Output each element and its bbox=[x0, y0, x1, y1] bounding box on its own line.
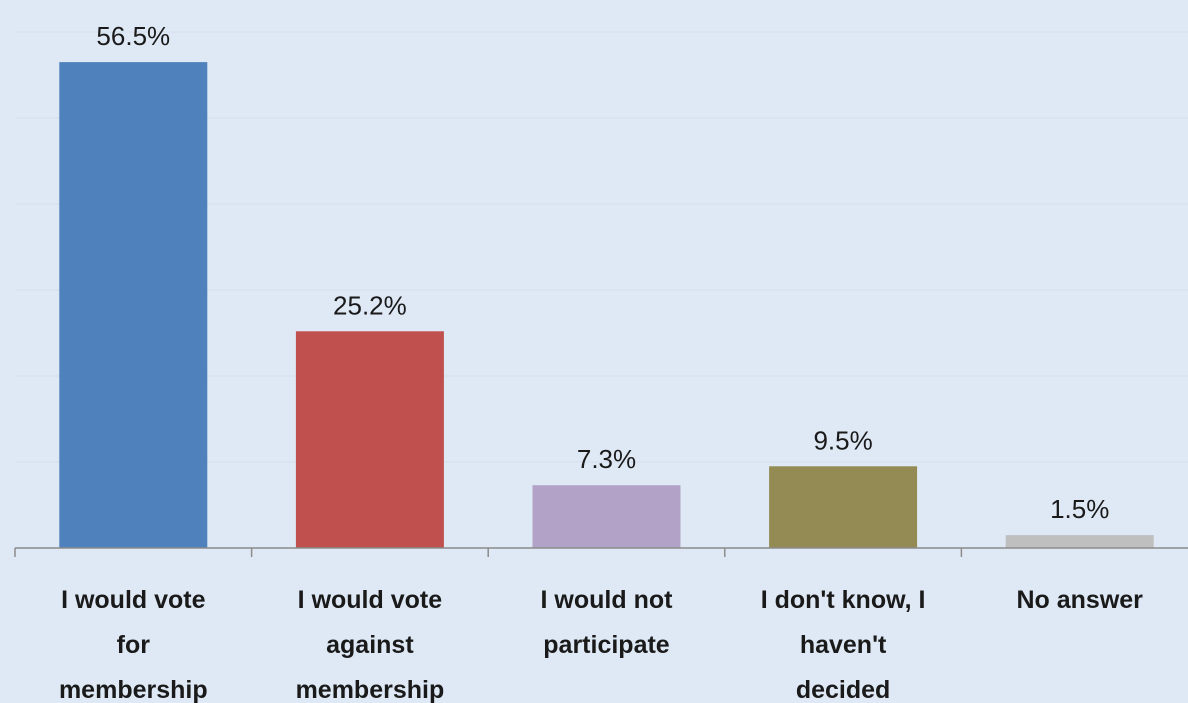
gridlines bbox=[15, 31, 1188, 463]
category-labels: I would vote for membership I would vote aga… bbox=[59, 586, 1143, 703]
category-label-line: for bbox=[117, 631, 151, 659]
category-label: I don't know, I haven't decided bbox=[761, 586, 926, 703]
data-labels: 56.5% 25.2% 7.3% 9.5% 1.5% bbox=[96, 21, 1109, 524]
bar bbox=[1005, 535, 1154, 548]
x-axis bbox=[14, 547, 1188, 557]
category-label: No answer bbox=[1016, 586, 1143, 614]
category-label-line: membership bbox=[59, 676, 208, 703]
bar bbox=[532, 485, 681, 548]
category-label-line: against bbox=[326, 631, 414, 659]
category-label: I would vote for membership bbox=[59, 586, 208, 703]
category-label-line: haven't bbox=[800, 631, 887, 659]
data-label: 25.2% bbox=[333, 290, 407, 320]
category-label-line: decided bbox=[796, 676, 890, 703]
category-label-line: participate bbox=[543, 631, 670, 659]
data-label: 9.5% bbox=[813, 425, 872, 455]
category-label-line: I don't know, I bbox=[761, 586, 926, 614]
category-label-line: I would not bbox=[541, 586, 674, 614]
category-label: I would not participate bbox=[541, 586, 674, 659]
bar bbox=[295, 331, 444, 548]
category-label-line: membership bbox=[296, 676, 445, 703]
category-label: I would vote against membership bbox=[296, 586, 445, 703]
data-label: 7.3% bbox=[577, 444, 636, 474]
category-label-line: I would vote bbox=[61, 586, 206, 614]
category-label-line: No answer bbox=[1016, 586, 1143, 614]
bar bbox=[769, 466, 918, 548]
data-label: 56.5% bbox=[96, 21, 170, 51]
bars bbox=[59, 62, 1154, 548]
category-label-line: I would vote bbox=[298, 586, 443, 614]
bar bbox=[59, 62, 208, 548]
data-label: 1.5% bbox=[1050, 494, 1109, 524]
